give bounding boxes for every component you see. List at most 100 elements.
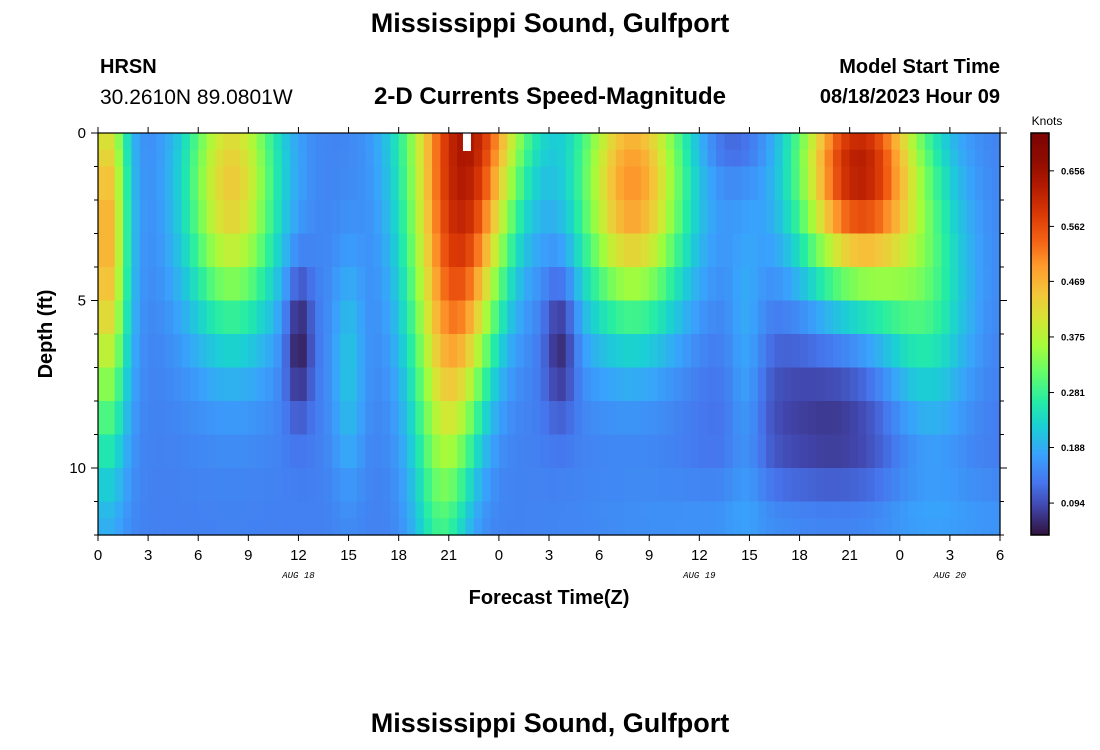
heatmap-cell <box>465 434 475 469</box>
heatmap-cell <box>657 367 667 402</box>
heatmap-cell <box>490 434 500 469</box>
heatmap-cell <box>248 200 258 235</box>
heatmap-cell <box>323 367 333 402</box>
heatmap-cell <box>949 133 959 151</box>
heatmap-cell <box>657 166 667 201</box>
heatmap-cell <box>983 367 993 402</box>
heatmap-cell <box>832 468 842 503</box>
heatmap-cell <box>766 501 776 519</box>
heatmap-cell <box>640 300 650 335</box>
heatmap-cell <box>256 166 266 201</box>
heatmap-cell <box>206 401 216 436</box>
heatmap-cell <box>248 367 258 402</box>
heatmap-cell <box>974 367 984 402</box>
heatmap-cell <box>891 233 901 268</box>
heatmap-cell <box>139 401 149 436</box>
heatmap-cell <box>724 401 734 436</box>
heatmap-cell <box>206 200 216 235</box>
heatmap-cell <box>791 501 801 519</box>
heatmap-cell <box>189 518 199 536</box>
heatmap-cell <box>490 149 500 168</box>
heatmap-cell <box>574 434 584 469</box>
heatmap-cell <box>749 233 759 268</box>
heatmap-cell <box>440 149 450 168</box>
heatmap-cell <box>498 367 508 402</box>
heatmap-cell <box>315 518 325 536</box>
heatmap-cell <box>741 233 751 268</box>
x-tick-label: 0 <box>94 547 102 564</box>
heatmap-cell <box>799 133 809 151</box>
heatmap-cell <box>774 233 784 268</box>
model-start-value: 08/18/2023 Hour 09 <box>819 86 1000 108</box>
heatmap-cell <box>883 300 893 335</box>
heatmap-cell <box>315 367 325 402</box>
heatmap-cell <box>223 367 233 402</box>
heatmap-cell <box>181 518 191 536</box>
heatmap-cell <box>841 200 851 235</box>
heatmap-cell <box>473 434 483 469</box>
heatmap-cell <box>732 267 742 302</box>
heatmap-cell <box>699 367 709 402</box>
heatmap-cell <box>231 200 241 235</box>
colorbar-tick-label: 0.562 <box>1061 222 1085 233</box>
heatmap-cell <box>256 501 266 519</box>
heatmap-cell <box>448 518 458 536</box>
heatmap-cell <box>139 300 149 335</box>
heatmap-cell <box>498 166 508 201</box>
heatmap-cell <box>98 149 107 168</box>
heatmap-cell <box>432 518 442 536</box>
heatmap-cell <box>916 518 926 536</box>
heatmap-cell <box>148 334 158 369</box>
heatmap-cell <box>707 166 717 201</box>
heatmap-cell <box>306 401 316 436</box>
heatmap-cell <box>549 166 558 201</box>
heatmap-cell <box>724 166 734 201</box>
heatmap-chart: 0 3 6 9 12 15 18 21 0 3 6 9 12 15 18 21 0 3 6 AUG 18 AUG 19… <box>35 114 1085 609</box>
chart-title: Mississippi Sound, Gulfport <box>370 8 730 38</box>
heatmap-cell <box>331 501 341 519</box>
heatmap-cell <box>941 267 951 302</box>
heatmap-cell <box>173 267 183 302</box>
heatmap-cell <box>440 133 450 151</box>
heatmap-cell <box>498 200 508 235</box>
heatmap-cell <box>716 501 725 519</box>
heatmap-cell <box>832 401 842 436</box>
y-tick-label: 0 <box>78 125 86 142</box>
heatmap-cell <box>482 334 492 369</box>
heatmap-cell <box>949 233 959 268</box>
heatmap-cell <box>916 401 926 436</box>
heatmap-cell <box>415 166 425 201</box>
heatmap-cell <box>114 468 124 503</box>
heatmap-cell <box>490 300 500 335</box>
heatmap-cell <box>139 367 149 402</box>
heatmap-cell <box>214 518 224 536</box>
heatmap-cell <box>933 233 943 268</box>
x-tick-label: 9 <box>645 547 653 564</box>
heatmap-cell <box>866 334 876 369</box>
heatmap-cell <box>682 267 692 302</box>
heatmap-cell <box>465 468 475 503</box>
heatmap-cell <box>574 518 584 536</box>
heatmap-cell <box>682 300 692 335</box>
heatmap-cell <box>239 401 249 436</box>
heatmap-cell <box>841 334 851 369</box>
heatmap-cell <box>123 300 133 335</box>
heatmap-cell <box>607 334 617 369</box>
heatmap-cell <box>699 334 709 369</box>
heatmap-cell <box>423 267 433 302</box>
heatmap-cell <box>265 233 274 268</box>
heatmap-cell <box>231 367 241 402</box>
heatmap-cell <box>407 434 416 469</box>
heatmap-cell <box>298 401 308 436</box>
heatmap-cell <box>415 468 425 503</box>
heatmap-cell <box>290 518 300 536</box>
heatmap-cell <box>599 133 609 151</box>
heatmap-cell <box>832 267 842 302</box>
heatmap-cell <box>398 149 408 168</box>
heatmap-cell <box>615 300 625 335</box>
x-tick-label: 6 <box>194 547 202 564</box>
heatmap-cell <box>156 501 166 519</box>
heatmap-cell <box>348 334 358 369</box>
heatmap-cell <box>924 267 934 302</box>
x-tick-label: 18 <box>791 547 808 564</box>
